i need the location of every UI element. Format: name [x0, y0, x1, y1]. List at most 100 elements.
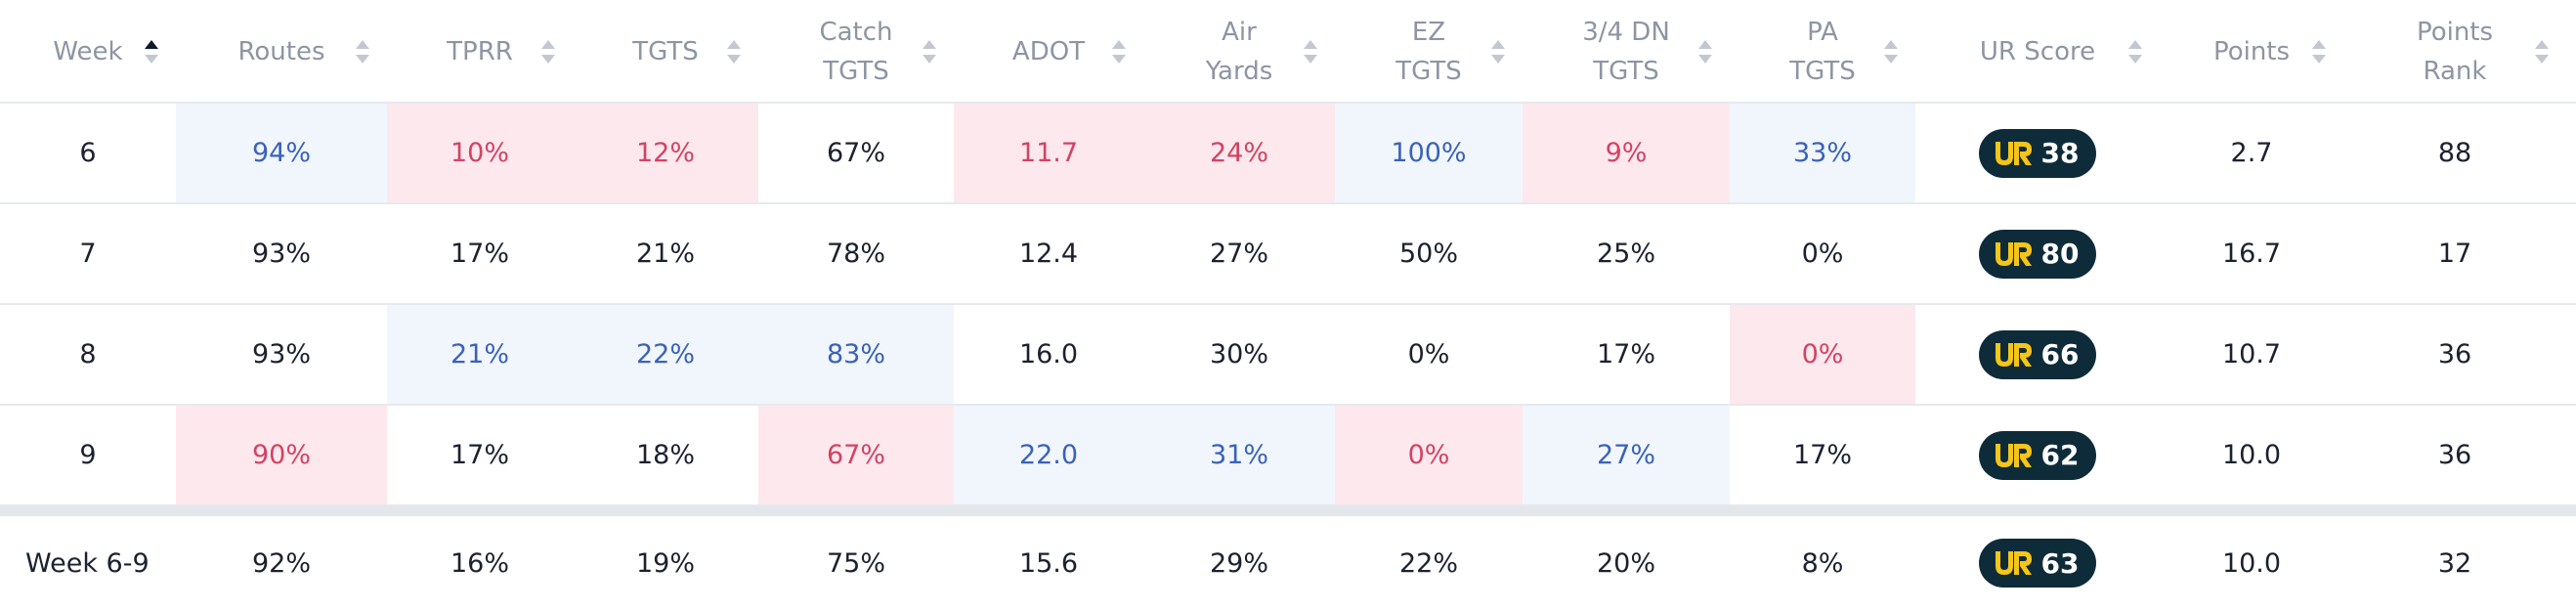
- table-row: 9 90% 17% 18% 67% 22.0 31% 0% 27% 17% 62 10.0 36: [0, 406, 2576, 506]
- table-header-row: Week Routes TPRR TGTS Catch TGTS ADOT Air Yard…: [0, 0, 2576, 104]
- ur-score-value: 63: [2040, 546, 2080, 580]
- 3-4-dn-tgts-cell: 17%: [1596, 339, 1655, 370]
- column-header-week[interactable]: Week: [0, 0, 176, 104]
- column-header-3-4-dn-tgts[interactable]: 3/4 DN TGTS: [1523, 0, 1730, 104]
- column-header-tprr[interactable]: TPRR: [387, 0, 573, 104]
- sort-up-arrow-icon: [2128, 40, 2142, 49]
- sort-up-arrow-icon: [1698, 40, 1712, 49]
- tprr-cell: 10%: [387, 104, 573, 202]
- column-header-routes[interactable]: Routes: [176, 0, 387, 104]
- sort-arrows-icon[interactable]: [723, 37, 745, 66]
- points-cell: 10.7: [2221, 339, 2282, 370]
- sort-up-arrow-icon: [1491, 40, 1505, 49]
- sort-up-arrow-icon: [2312, 40, 2326, 49]
- column-header-pa-tgts[interactable]: PA TGTS: [1730, 0, 1915, 104]
- ur-score-cell: 38: [1915, 104, 2160, 202]
- points-rank-cell: 17: [2437, 239, 2472, 269]
- sort-up-arrow-icon: [1112, 40, 1126, 49]
- sort-down-arrow-icon: [1112, 55, 1126, 64]
- column-header-tgts[interactable]: TGTS: [573, 0, 758, 104]
- total-air-yards-cell: 29%: [1209, 547, 1268, 579]
- routes-cell: 93%: [251, 239, 311, 269]
- points-rank-cell: 88: [2437, 138, 2472, 168]
- ur-score-badge: 38: [1978, 128, 2097, 178]
- routes-cell: 94%: [176, 104, 387, 202]
- sort-arrows-icon[interactable]: [141, 37, 162, 66]
- column-header-ur-score[interactable]: UR Score: [1915, 0, 2160, 104]
- sort-up-arrow-icon: [356, 40, 369, 49]
- total-ez-tgts-cell: 22%: [1398, 547, 1458, 579]
- total-week-cell: Week 6-9: [25, 547, 150, 579]
- catch-tgts-cell: 67%: [826, 138, 885, 168]
- sort-down-arrow-icon: [2535, 55, 2549, 64]
- ez-tgts-cell: 50%: [1398, 239, 1458, 269]
- points-cell: 2.7: [2230, 138, 2273, 168]
- adot-cell: 12.4: [1018, 239, 1079, 269]
- pa-tgts-cell: 0%: [1801, 239, 1844, 269]
- table-row: 6 94% 10% 12% 67% 11.7 24% 100% 9% 33% 38 2.7 88: [0, 104, 2576, 204]
- sort-down-arrow-icon: [1304, 55, 1317, 64]
- tgts-cell: 18%: [635, 440, 695, 470]
- air-yards-cell: 30%: [1209, 339, 1268, 370]
- sort-down-arrow-icon: [923, 55, 936, 64]
- column-header-label: Week: [53, 37, 123, 66]
- sort-arrows-icon[interactable]: [537, 37, 559, 66]
- table-body: 6 94% 10% 12% 67% 11.7 24% 100% 9% 33% 38 2.7 88 7 93%…: [0, 104, 2576, 506]
- air-yards-cell: 27%: [1209, 239, 1268, 269]
- ur-logo-icon: [1995, 443, 2032, 467]
- pa-tgts-cell: 0%: [1730, 305, 1915, 404]
- column-header-ez-tgts[interactable]: EZ TGTS: [1335, 0, 1523, 104]
- ur-logo-icon: [1995, 241, 2032, 266]
- ur-logo-icon: [1995, 551, 2032, 575]
- total-3-4-dn-tgts-cell: 20%: [1596, 547, 1655, 579]
- sort-down-arrow-icon: [2128, 55, 2142, 64]
- column-header-label: TGTS: [632, 37, 699, 66]
- column-header-label: Air Yards: [1205, 18, 1273, 86]
- catch-tgts-cell: 78%: [826, 239, 885, 269]
- column-header-label: Catch TGTS: [819, 18, 893, 86]
- 3-4-dn-tgts-cell: 25%: [1596, 239, 1655, 269]
- air-yards-cell: 31%: [1143, 406, 1335, 504]
- ur-score-badge: 80: [1978, 229, 2097, 279]
- sort-down-arrow-icon: [727, 55, 741, 64]
- total-catch-tgts-cell: 75%: [826, 547, 885, 579]
- pa-tgts-cell: 17%: [1792, 440, 1852, 470]
- column-header-label: Routes: [237, 37, 325, 66]
- ur-score-value: 66: [2040, 338, 2080, 370]
- total-ur-score-cell: 63: [1915, 516, 2160, 610]
- sort-arrows-icon[interactable]: [352, 37, 373, 66]
- sort-arrows-icon[interactable]: [2531, 37, 2553, 66]
- sort-arrows-icon[interactable]: [1300, 37, 1321, 66]
- sort-arrows-icon[interactable]: [1108, 37, 1130, 66]
- sort-down-arrow-icon: [356, 55, 369, 64]
- total-routes-cell: 92%: [251, 547, 311, 579]
- sort-arrows-icon[interactable]: [2125, 37, 2146, 66]
- column-header-label: ADOT: [1011, 37, 1086, 66]
- sort-arrows-icon[interactable]: [919, 37, 940, 66]
- column-header-catch-tgts[interactable]: Catch TGTS: [758, 0, 954, 104]
- column-header-points-rank[interactable]: Points Rank: [2343, 0, 2566, 104]
- total-tgts-cell: 19%: [635, 547, 695, 579]
- catch-tgts-cell: 67%: [758, 406, 954, 504]
- column-header-air-yards[interactable]: Air Yards: [1143, 0, 1335, 104]
- column-header-points[interactable]: Points: [2160, 0, 2343, 104]
- tgts-cell: 12%: [573, 104, 758, 202]
- week-cell: 6: [79, 138, 97, 168]
- catch-tgts-cell: 83%: [758, 305, 954, 404]
- sort-arrows-icon[interactable]: [2308, 37, 2330, 66]
- adot-cell: 22.0: [954, 406, 1143, 504]
- sort-arrows-icon[interactable]: [1487, 37, 1509, 66]
- points-rank-cell: 36: [2437, 339, 2472, 370]
- week-cell: 7: [79, 239, 97, 269]
- total-points-cell: 10.0: [2221, 547, 2282, 579]
- sort-down-arrow-icon: [541, 55, 555, 64]
- ez-tgts-cell: 0%: [1407, 339, 1450, 370]
- ur-score-badge: 62: [1978, 430, 2097, 480]
- sort-up-arrow-icon: [541, 40, 555, 49]
- sort-arrows-icon[interactable]: [1880, 37, 1902, 66]
- sort-arrows-icon[interactable]: [1695, 37, 1716, 66]
- total-pa-tgts-cell: 8%: [1801, 547, 1844, 579]
- column-header-label: Points: [2212, 37, 2291, 66]
- column-header-adot[interactable]: ADOT: [954, 0, 1143, 104]
